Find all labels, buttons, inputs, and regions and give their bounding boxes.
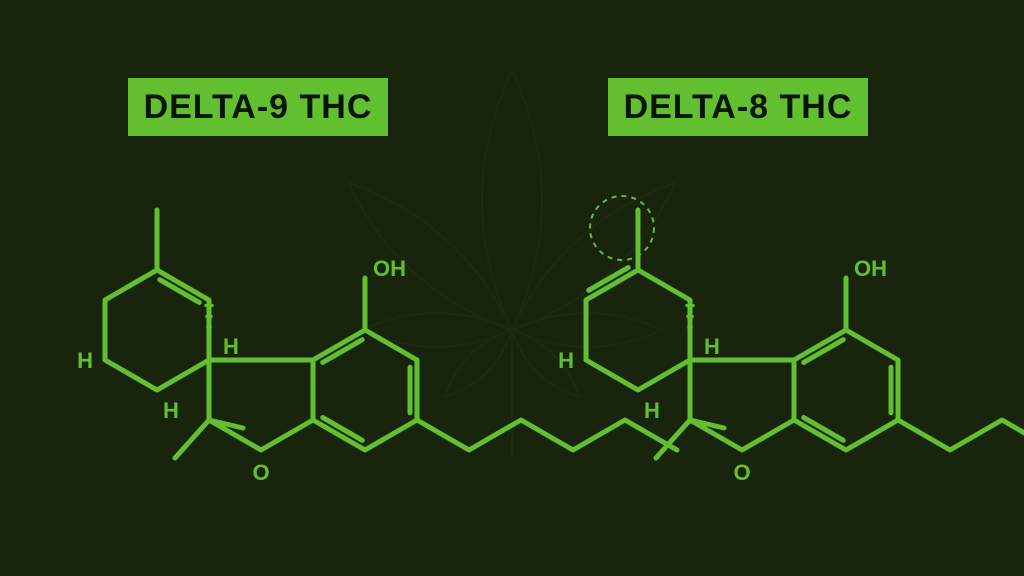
title-right-text: DELTA-8 THC — [624, 88, 853, 127]
svg-text:O: O — [733, 460, 750, 485]
svg-text:H: H — [223, 334, 239, 359]
svg-text:H: H — [163, 398, 179, 423]
molecule-delta8: OH H H H O — [526, 180, 986, 485]
svg-text:OH: OH — [854, 256, 887, 281]
title-left: DELTA-9 THC — [128, 78, 388, 136]
svg-text:H: H — [644, 398, 660, 423]
title-right: DELTA-8 THC — [608, 78, 868, 136]
svg-text:H: H — [558, 348, 574, 373]
svg-text:OH: OH — [373, 256, 406, 281]
molecule-delta9: OH H H H O — [45, 180, 505, 485]
svg-text:H: H — [77, 348, 93, 373]
svg-text:O: O — [252, 460, 269, 485]
svg-text:H: H — [704, 334, 720, 359]
title-left-text: DELTA-9 THC — [144, 88, 373, 127]
